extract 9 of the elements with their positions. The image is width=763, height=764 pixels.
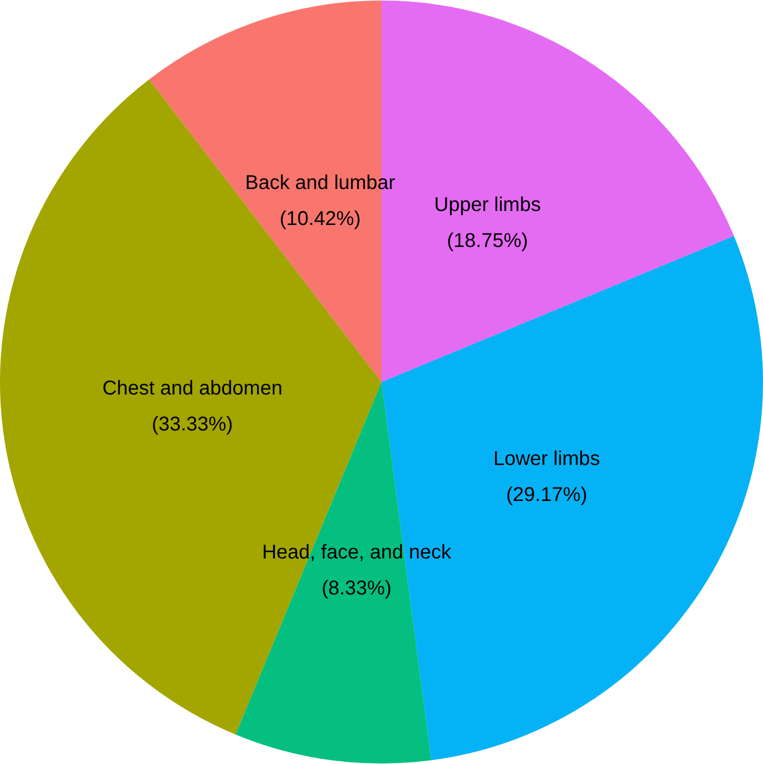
- data-label: (10.42%): [280, 208, 361, 230]
- slice-label: Lower limbs: [493, 448, 600, 470]
- data-label: (18.75%): [446, 230, 528, 252]
- data-label: (8.33%): [322, 578, 392, 600]
- data-label: (33.33%): [152, 413, 233, 436]
- data-label: (29.17%): [506, 484, 588, 506]
- slice-label: Back and lumbar: [245, 172, 396, 194]
- slice-label: Chest and abdomen: [102, 377, 282, 400]
- slice-label: Upper limbs: [434, 194, 541, 216]
